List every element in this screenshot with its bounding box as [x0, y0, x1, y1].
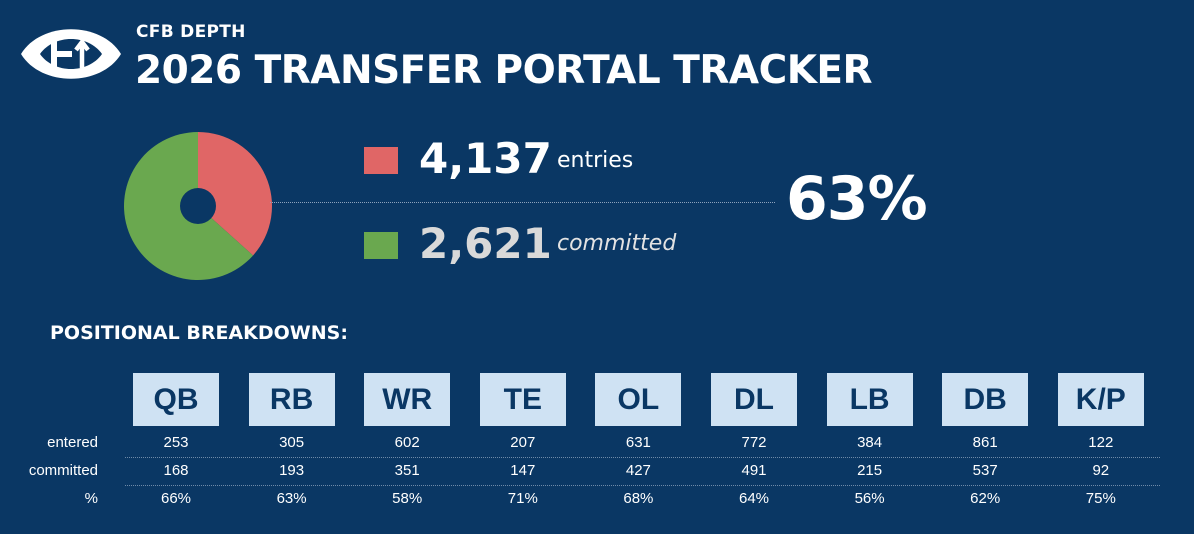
position-header-dl: DL — [711, 373, 797, 426]
breakdown-heading: POSITIONAL BREAKDOWNS: — [50, 322, 348, 344]
table-cell: 122 — [1088, 434, 1114, 451]
row-label-committed: committed — [28, 462, 98, 479]
committed-legend-swatch — [364, 232, 398, 259]
table-cell: 427 — [625, 462, 651, 479]
entries-label: entries — [557, 148, 634, 173]
position-header-ol: OL — [595, 373, 682, 426]
table-cell: 168 — [163, 462, 189, 479]
table-cell: 68% — [623, 490, 654, 507]
table-cell: 92 — [1092, 462, 1110, 479]
table-cell: 215 — [857, 462, 883, 479]
position-header-db: DB — [942, 373, 1029, 426]
table-cell: 64% — [738, 490, 770, 507]
table-cell: 253 — [163, 434, 189, 451]
table-cell: 602 — [394, 434, 420, 451]
table-cell: 861 — [972, 434, 998, 451]
row-label-percent: % — [84, 490, 98, 507]
row-divider — [125, 457, 1160, 458]
entries-count: 4,137 — [419, 134, 552, 183]
table-cell: 207 — [510, 434, 536, 451]
summary-divider — [270, 202, 775, 203]
donut-hole — [180, 188, 216, 224]
table-cell: 56% — [854, 490, 885, 507]
table-cell: 491 — [741, 462, 767, 479]
table-cell: 351 — [394, 462, 420, 479]
table-cell: 63% — [276, 490, 307, 507]
committed-percent: 63% — [786, 164, 928, 234]
table-cell: 66% — [160, 490, 192, 507]
page-title: 2026 TRANSFER PORTAL TRACKER — [135, 48, 873, 93]
position-header-te: TE — [479, 373, 566, 426]
table-cell: 147 — [510, 462, 536, 479]
table-cell: 772 — [741, 434, 767, 451]
football-transfer-arrows-icon — [21, 29, 121, 79]
row-label-entered: entered — [47, 434, 98, 451]
table-cell: 305 — [279, 434, 305, 451]
donut-slice-entries — [198, 132, 272, 256]
position-header-kp: K/P — [1057, 373, 1144, 426]
position-header-rb: RB — [248, 373, 335, 426]
portal-donut-chart — [124, 132, 272, 280]
table-cell: 384 — [857, 434, 883, 451]
table-cell: 71% — [507, 490, 538, 507]
table-cell: 62% — [970, 490, 1001, 507]
committed-count: 2,621 — [419, 219, 552, 268]
table-cell: 58% — [392, 490, 423, 507]
table-cell: 631 — [625, 434, 651, 451]
position-header-qb: QB — [133, 373, 219, 426]
table-cell: 75% — [1085, 490, 1116, 507]
position-header-wr: WR — [364, 373, 451, 426]
table-cell: 193 — [279, 462, 305, 479]
table-cell: 537 — [972, 462, 998, 479]
brand-name: CFB DEPTH — [136, 22, 246, 42]
entries-legend-swatch — [364, 147, 398, 174]
row-divider — [125, 485, 1160, 486]
committed-label: committed — [557, 231, 677, 256]
position-header-lb: LB — [826, 373, 913, 426]
